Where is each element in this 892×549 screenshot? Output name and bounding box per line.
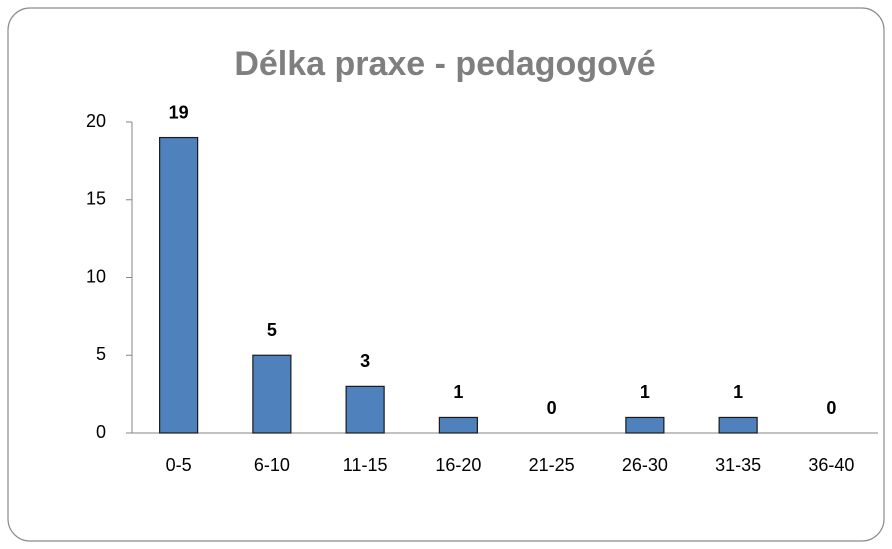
x-tick-label: 26-30 — [622, 455, 668, 475]
bar — [252, 354, 292, 434]
x-tick-label: 31-35 — [715, 455, 761, 475]
data-label: 1 — [733, 382, 743, 402]
chart-title: Délka praxe - pedagogové — [234, 45, 655, 83]
bar — [345, 385, 385, 434]
y-tick-label: 10 — [86, 266, 106, 286]
data-label: 3 — [360, 351, 370, 371]
x-tick-label: 11-15 — [343, 455, 388, 475]
data-label: 1 — [453, 382, 463, 402]
bar — [438, 416, 478, 434]
y-tick-label: 5 — [96, 344, 106, 364]
data-label: 5 — [267, 320, 277, 340]
y-tick-label: 0 — [96, 422, 106, 442]
x-tick-label: 6-10 — [254, 455, 290, 475]
bar — [625, 416, 665, 434]
y-tick-label: 20 — [86, 111, 106, 131]
y-tick-label: 15 — [86, 189, 106, 209]
data-label: 0 — [547, 398, 557, 418]
bar — [718, 416, 758, 434]
x-tick-label: 36-40 — [808, 455, 854, 475]
data-label: 1 — [640, 382, 650, 402]
data-label: 0 — [826, 398, 836, 418]
x-tick-label: 0-5 — [166, 455, 192, 475]
bar — [159, 136, 199, 434]
data-label: 19 — [169, 102, 189, 122]
x-tick-label: 16-20 — [435, 455, 481, 475]
x-tick-label: 21-25 — [529, 455, 575, 475]
chart-frame — [7, 7, 885, 542]
